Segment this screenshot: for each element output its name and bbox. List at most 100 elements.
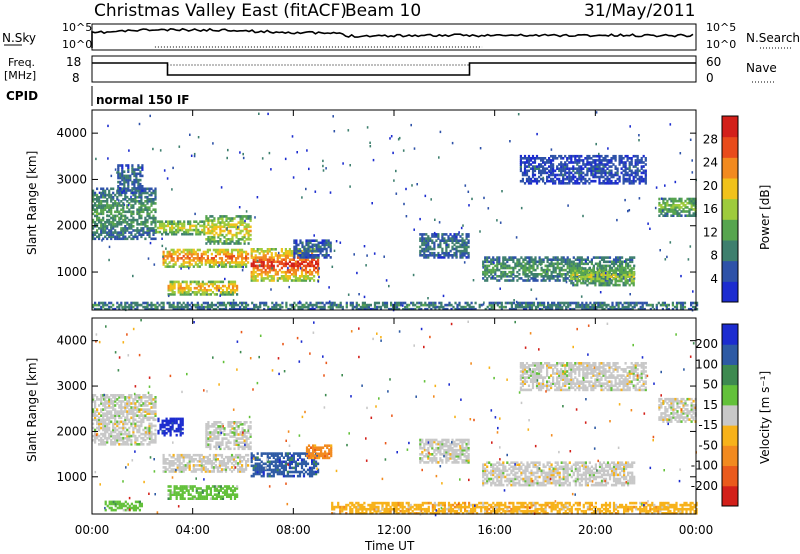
power-cell xyxy=(163,224,166,228)
power-cell xyxy=(138,208,141,211)
power-cell xyxy=(193,220,196,223)
power-cell xyxy=(620,154,623,158)
power-cell xyxy=(542,171,545,175)
power-cell xyxy=(546,258,549,261)
power-cell xyxy=(582,262,585,266)
power-cell xyxy=(201,293,204,296)
power-cell xyxy=(260,248,263,251)
power-cell xyxy=(619,256,622,259)
power-cell xyxy=(608,169,611,173)
power-cell xyxy=(270,258,273,261)
power-cell xyxy=(580,275,583,279)
power-cell xyxy=(229,231,232,235)
power-cell xyxy=(138,214,141,218)
power-cell xyxy=(453,243,456,247)
velocity-cell xyxy=(118,412,121,415)
power-cell xyxy=(604,169,607,173)
power-cell xyxy=(258,112,260,115)
power-cell xyxy=(530,260,533,264)
velocity-cell xyxy=(114,396,117,399)
power-cell xyxy=(564,154,567,158)
power-cell xyxy=(596,262,599,266)
power-cell xyxy=(542,277,545,280)
power-cell xyxy=(211,291,214,294)
power-cell xyxy=(106,227,109,230)
power-cell xyxy=(672,210,675,213)
power-cell xyxy=(450,249,452,253)
power-cell xyxy=(450,307,453,311)
power-cell xyxy=(280,266,283,270)
power-cell xyxy=(270,248,273,251)
power-cell xyxy=(196,248,199,252)
power-cell xyxy=(633,305,636,309)
power-cell xyxy=(411,184,413,187)
velocity-cell xyxy=(124,436,127,440)
power-cell xyxy=(582,258,585,261)
velocity-cell xyxy=(134,438,137,442)
power-cell xyxy=(584,259,587,263)
power-cell xyxy=(558,154,561,158)
power-cell xyxy=(588,163,591,166)
power-cell xyxy=(608,161,611,164)
velocity-cell xyxy=(102,412,105,415)
power-cell xyxy=(211,221,214,224)
power-cell xyxy=(636,173,639,177)
power-cell xyxy=(600,182,603,185)
power-cell xyxy=(139,172,142,176)
power-colorbar-tick: 16 xyxy=(703,202,718,216)
power-cell xyxy=(125,174,128,178)
power-cell xyxy=(516,301,519,305)
power-cell xyxy=(527,179,531,183)
power-cell xyxy=(692,212,695,215)
power-cell xyxy=(688,199,691,203)
power-cell xyxy=(590,165,593,168)
power-cell xyxy=(118,223,121,226)
power-cell xyxy=(133,182,136,186)
power-cell xyxy=(214,250,217,254)
power-cell xyxy=(585,307,588,311)
power-cell xyxy=(147,302,149,305)
power-cell xyxy=(632,279,635,283)
power-cell xyxy=(556,173,559,177)
power-cell xyxy=(518,277,521,280)
power-cell xyxy=(606,256,610,259)
power-cell xyxy=(185,228,188,232)
power-cell xyxy=(371,202,373,205)
velocity-cell xyxy=(130,402,133,405)
power-cell xyxy=(137,185,140,188)
power-cell xyxy=(591,305,594,309)
power-cell xyxy=(313,307,316,311)
power-cell xyxy=(133,168,136,171)
power-cell xyxy=(427,235,430,238)
power-cell xyxy=(586,273,589,276)
power-region-7 xyxy=(293,239,332,259)
power-cell xyxy=(305,187,307,191)
power-cell xyxy=(298,275,302,278)
power-cell xyxy=(171,282,174,286)
power-cell xyxy=(124,229,127,232)
freq-trace xyxy=(92,62,696,76)
power-cell xyxy=(286,250,289,253)
power-cell xyxy=(584,182,587,185)
power-cell xyxy=(257,307,260,311)
power-cell xyxy=(564,182,567,185)
power-cell xyxy=(568,258,571,261)
power-cell xyxy=(586,157,589,160)
power-cell xyxy=(379,307,383,311)
power-cell xyxy=(102,225,105,228)
power-cell xyxy=(98,233,101,236)
power-cell xyxy=(179,222,182,226)
power-cell xyxy=(313,248,316,251)
power-cell xyxy=(112,216,115,220)
power-cell xyxy=(674,208,677,211)
power-cell xyxy=(441,256,444,259)
power-cell xyxy=(564,277,567,280)
power-cell xyxy=(443,256,446,259)
power-cell xyxy=(296,279,300,282)
power-cell xyxy=(148,227,151,230)
velocity-cell xyxy=(112,441,115,444)
power-cell xyxy=(106,200,109,203)
power-cell xyxy=(252,260,255,264)
power-cell xyxy=(276,273,279,276)
power-cell xyxy=(615,256,618,259)
